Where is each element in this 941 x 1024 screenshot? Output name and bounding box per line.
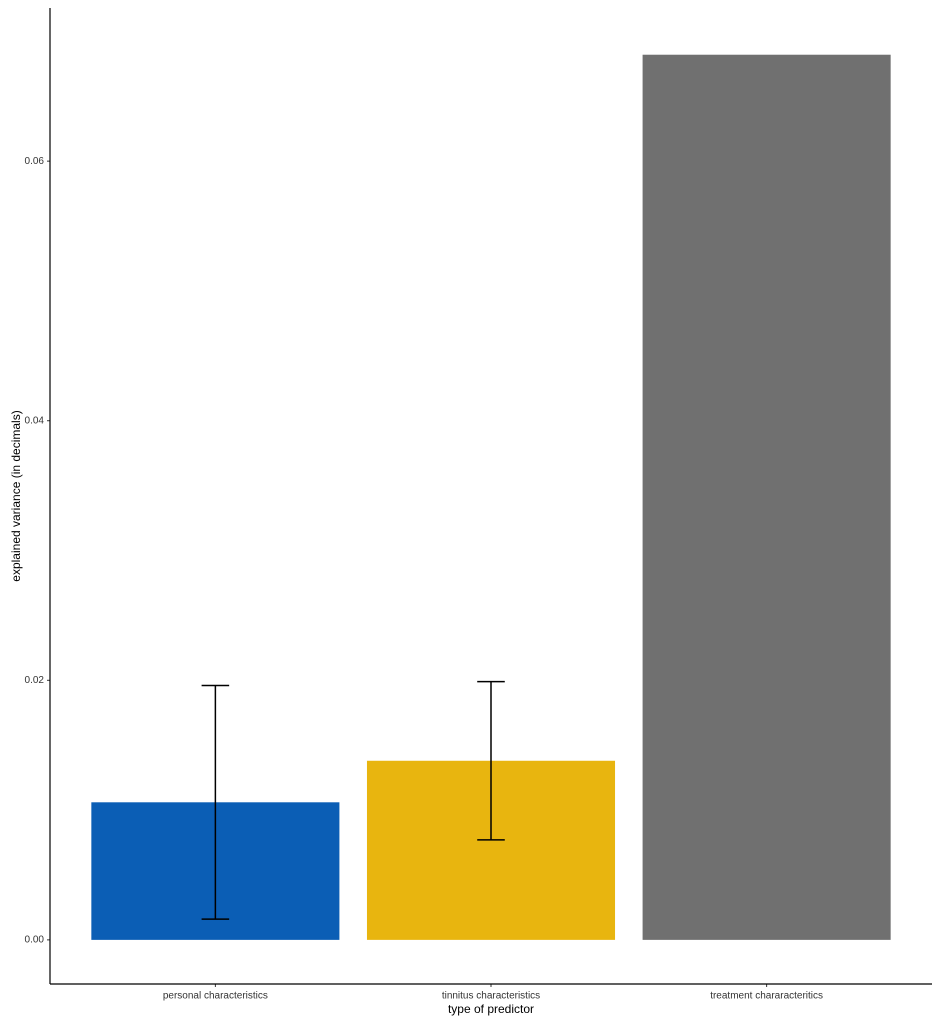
y-tick-label: 0.04 [25, 415, 45, 426]
x-tick-label: treatment chararacteritics [710, 991, 823, 1002]
error-bar [477, 680, 505, 841]
x-axis-title: type of predictor [448, 1002, 534, 1016]
error-bar [201, 684, 230, 920]
x-tick-label: tinnitus characteristics [442, 991, 540, 1002]
x-tick-label: personal characteristics [163, 991, 268, 1002]
y-tick-label: 0.00 [25, 935, 45, 946]
y-tick-label: 0.06 [25, 156, 45, 167]
y-axis-title: explained variance (in decimals) [9, 410, 23, 581]
y-tick-label: 0.02 [25, 675, 45, 686]
bar [642, 54, 891, 940]
